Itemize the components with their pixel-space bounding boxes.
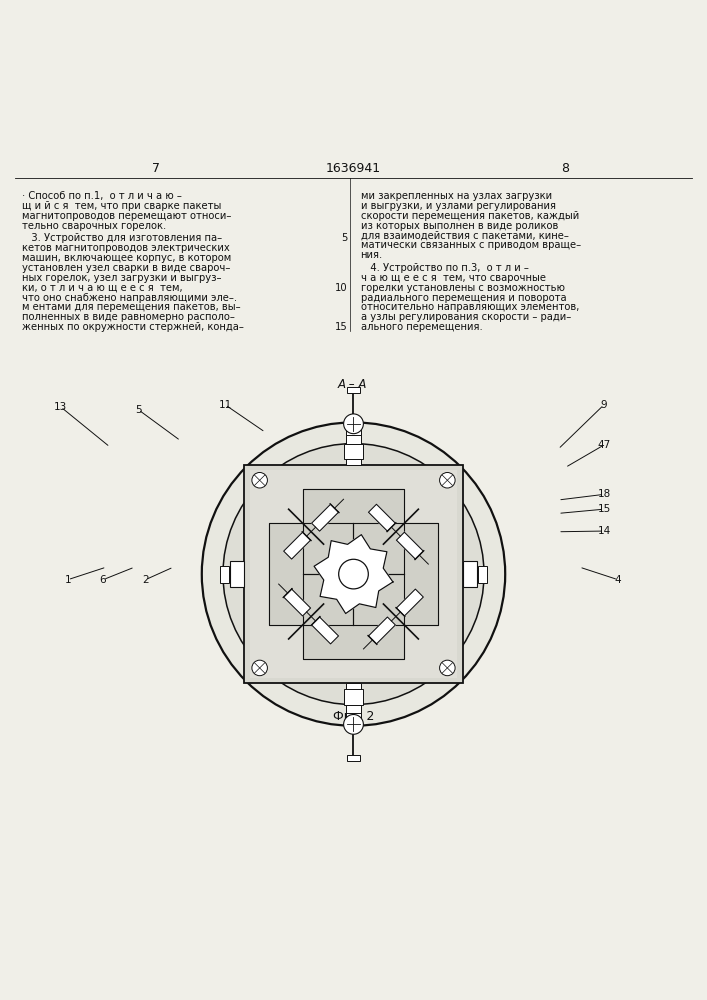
Text: а узлы регулирования скорости – ради–: а узлы регулирования скорости – ради– xyxy=(361,312,571,322)
Polygon shape xyxy=(303,574,404,659)
Text: что оно снабжено направляющими эле–.: что оно снабжено направляющими эле–. xyxy=(22,293,237,303)
Bar xyxy=(346,705,361,715)
Circle shape xyxy=(223,444,484,705)
Text: 14: 14 xyxy=(597,526,611,536)
Text: 4. Устройство по п.3,  о т л и –: 4. Устройство по п.3, о т л и – xyxy=(361,263,528,273)
Text: А – А: А – А xyxy=(337,378,367,391)
Circle shape xyxy=(440,472,455,488)
Text: 13: 13 xyxy=(54,402,67,412)
Circle shape xyxy=(252,660,267,676)
Text: 10: 10 xyxy=(335,283,348,293)
Bar xyxy=(250,470,457,678)
Text: 5: 5 xyxy=(341,233,348,243)
Bar xyxy=(479,566,487,583)
Text: радиального перемещения и поворота: радиального перемещения и поворота xyxy=(361,293,566,303)
Text: · Способ по п.1,  о т л и ч а ю –: · Способ по п.1, о т л и ч а ю – xyxy=(22,191,182,201)
Text: магнитопроводов перемещают относи–: магнитопроводов перемещают относи– xyxy=(22,211,231,221)
Bar xyxy=(220,566,228,583)
Text: кетов магнитопроводов электрических: кетов магнитопроводов электрических xyxy=(22,243,230,253)
Polygon shape xyxy=(354,523,438,625)
Bar xyxy=(463,561,477,587)
Polygon shape xyxy=(368,504,395,531)
Polygon shape xyxy=(368,617,395,644)
Text: машин, включающее корпус, в котором: машин, включающее корпус, в котором xyxy=(22,253,231,263)
Circle shape xyxy=(339,559,368,589)
Circle shape xyxy=(252,472,267,488)
Text: м ентами для перемещения пакетов, вы–: м ентами для перемещения пакетов, вы– xyxy=(22,302,240,312)
Text: горелки установлены с возможностью: горелки установлены с возможностью xyxy=(361,283,565,293)
Polygon shape xyxy=(314,535,393,614)
Polygon shape xyxy=(312,504,339,531)
Bar xyxy=(244,465,463,683)
Text: 18: 18 xyxy=(597,489,611,499)
Circle shape xyxy=(344,414,363,434)
Text: 47: 47 xyxy=(597,440,611,450)
Text: 11: 11 xyxy=(218,400,232,410)
Bar xyxy=(230,561,244,587)
Bar xyxy=(346,683,361,701)
Text: щ и й с я  тем, что при сварке пакеты: щ и й с я тем, что при сварке пакеты xyxy=(22,201,221,211)
Text: установлен узел сварки в виде свароч–: установлен узел сварки в виде свароч– xyxy=(22,263,230,273)
Text: ми закрепленных на узлах загрузки: ми закрепленных на узлах загрузки xyxy=(361,191,551,201)
Text: полненных в виде равномерно располо–: полненных в виде равномерно располо– xyxy=(22,312,235,322)
Text: Фиг. 2: Фиг. 2 xyxy=(333,710,374,723)
Text: 2: 2 xyxy=(142,575,148,585)
Text: ки, о т л и ч а ю щ е е с я  тем,: ки, о т л и ч а ю щ е е с я тем, xyxy=(22,283,182,293)
Bar xyxy=(344,444,363,459)
Bar xyxy=(346,447,361,465)
Text: 6: 6 xyxy=(100,575,106,585)
Text: из которых выполнен в виде роликов: из которых выполнен в виде роликов xyxy=(361,221,558,231)
Polygon shape xyxy=(269,523,354,625)
Circle shape xyxy=(440,660,455,676)
Text: тельно сварочных горелок.: тельно сварочных горелок. xyxy=(22,221,166,231)
Text: 9: 9 xyxy=(601,400,607,410)
Bar xyxy=(347,387,360,393)
Polygon shape xyxy=(312,617,339,644)
Text: ального перемещения.: ального перемещения. xyxy=(361,322,482,332)
Bar xyxy=(346,713,361,722)
Circle shape xyxy=(201,422,506,726)
Polygon shape xyxy=(284,532,310,559)
Polygon shape xyxy=(397,589,423,616)
Text: 8: 8 xyxy=(561,162,569,175)
Text: матически связанных с приводом враще–: матически связанных с приводом враще– xyxy=(361,240,580,250)
Circle shape xyxy=(344,715,363,734)
Bar xyxy=(344,689,363,705)
Text: для взаимодействия с пакетами, кине–: для взаимодействия с пакетами, кине– xyxy=(361,230,568,240)
Text: ния.: ния. xyxy=(361,250,382,260)
Polygon shape xyxy=(284,589,310,616)
Text: относительно направляющих элементов,: относительно направляющих элементов, xyxy=(361,302,579,312)
Text: женных по окружности стержней, конда–: женных по окружности стержней, конда– xyxy=(22,322,244,332)
Bar xyxy=(347,755,360,761)
Text: 4: 4 xyxy=(615,575,621,585)
Text: 1636941: 1636941 xyxy=(326,162,381,175)
Text: и выгрузки, и узлами регулирования: и выгрузки, и узлами регулирования xyxy=(361,201,556,211)
Text: 7: 7 xyxy=(152,162,160,175)
Text: 1: 1 xyxy=(64,575,71,585)
Text: 5: 5 xyxy=(135,405,141,415)
Text: 3. Устройство для изготовления па–: 3. Устройство для изготовления па– xyxy=(22,233,222,243)
Text: ч а ю щ е е с я  тем, что сварочные: ч а ю щ е е с я тем, что сварочные xyxy=(361,273,546,283)
Polygon shape xyxy=(303,489,404,574)
Text: 15: 15 xyxy=(335,322,348,332)
Bar xyxy=(346,427,361,435)
Text: скорости перемещения пакетов, каждый: скорости перемещения пакетов, каждый xyxy=(361,211,579,221)
Bar xyxy=(346,433,361,444)
Text: ных горелок, узел загрузки и выгруз–: ных горелок, узел загрузки и выгруз– xyxy=(22,273,221,283)
Polygon shape xyxy=(397,532,423,559)
Text: 15: 15 xyxy=(597,504,611,514)
